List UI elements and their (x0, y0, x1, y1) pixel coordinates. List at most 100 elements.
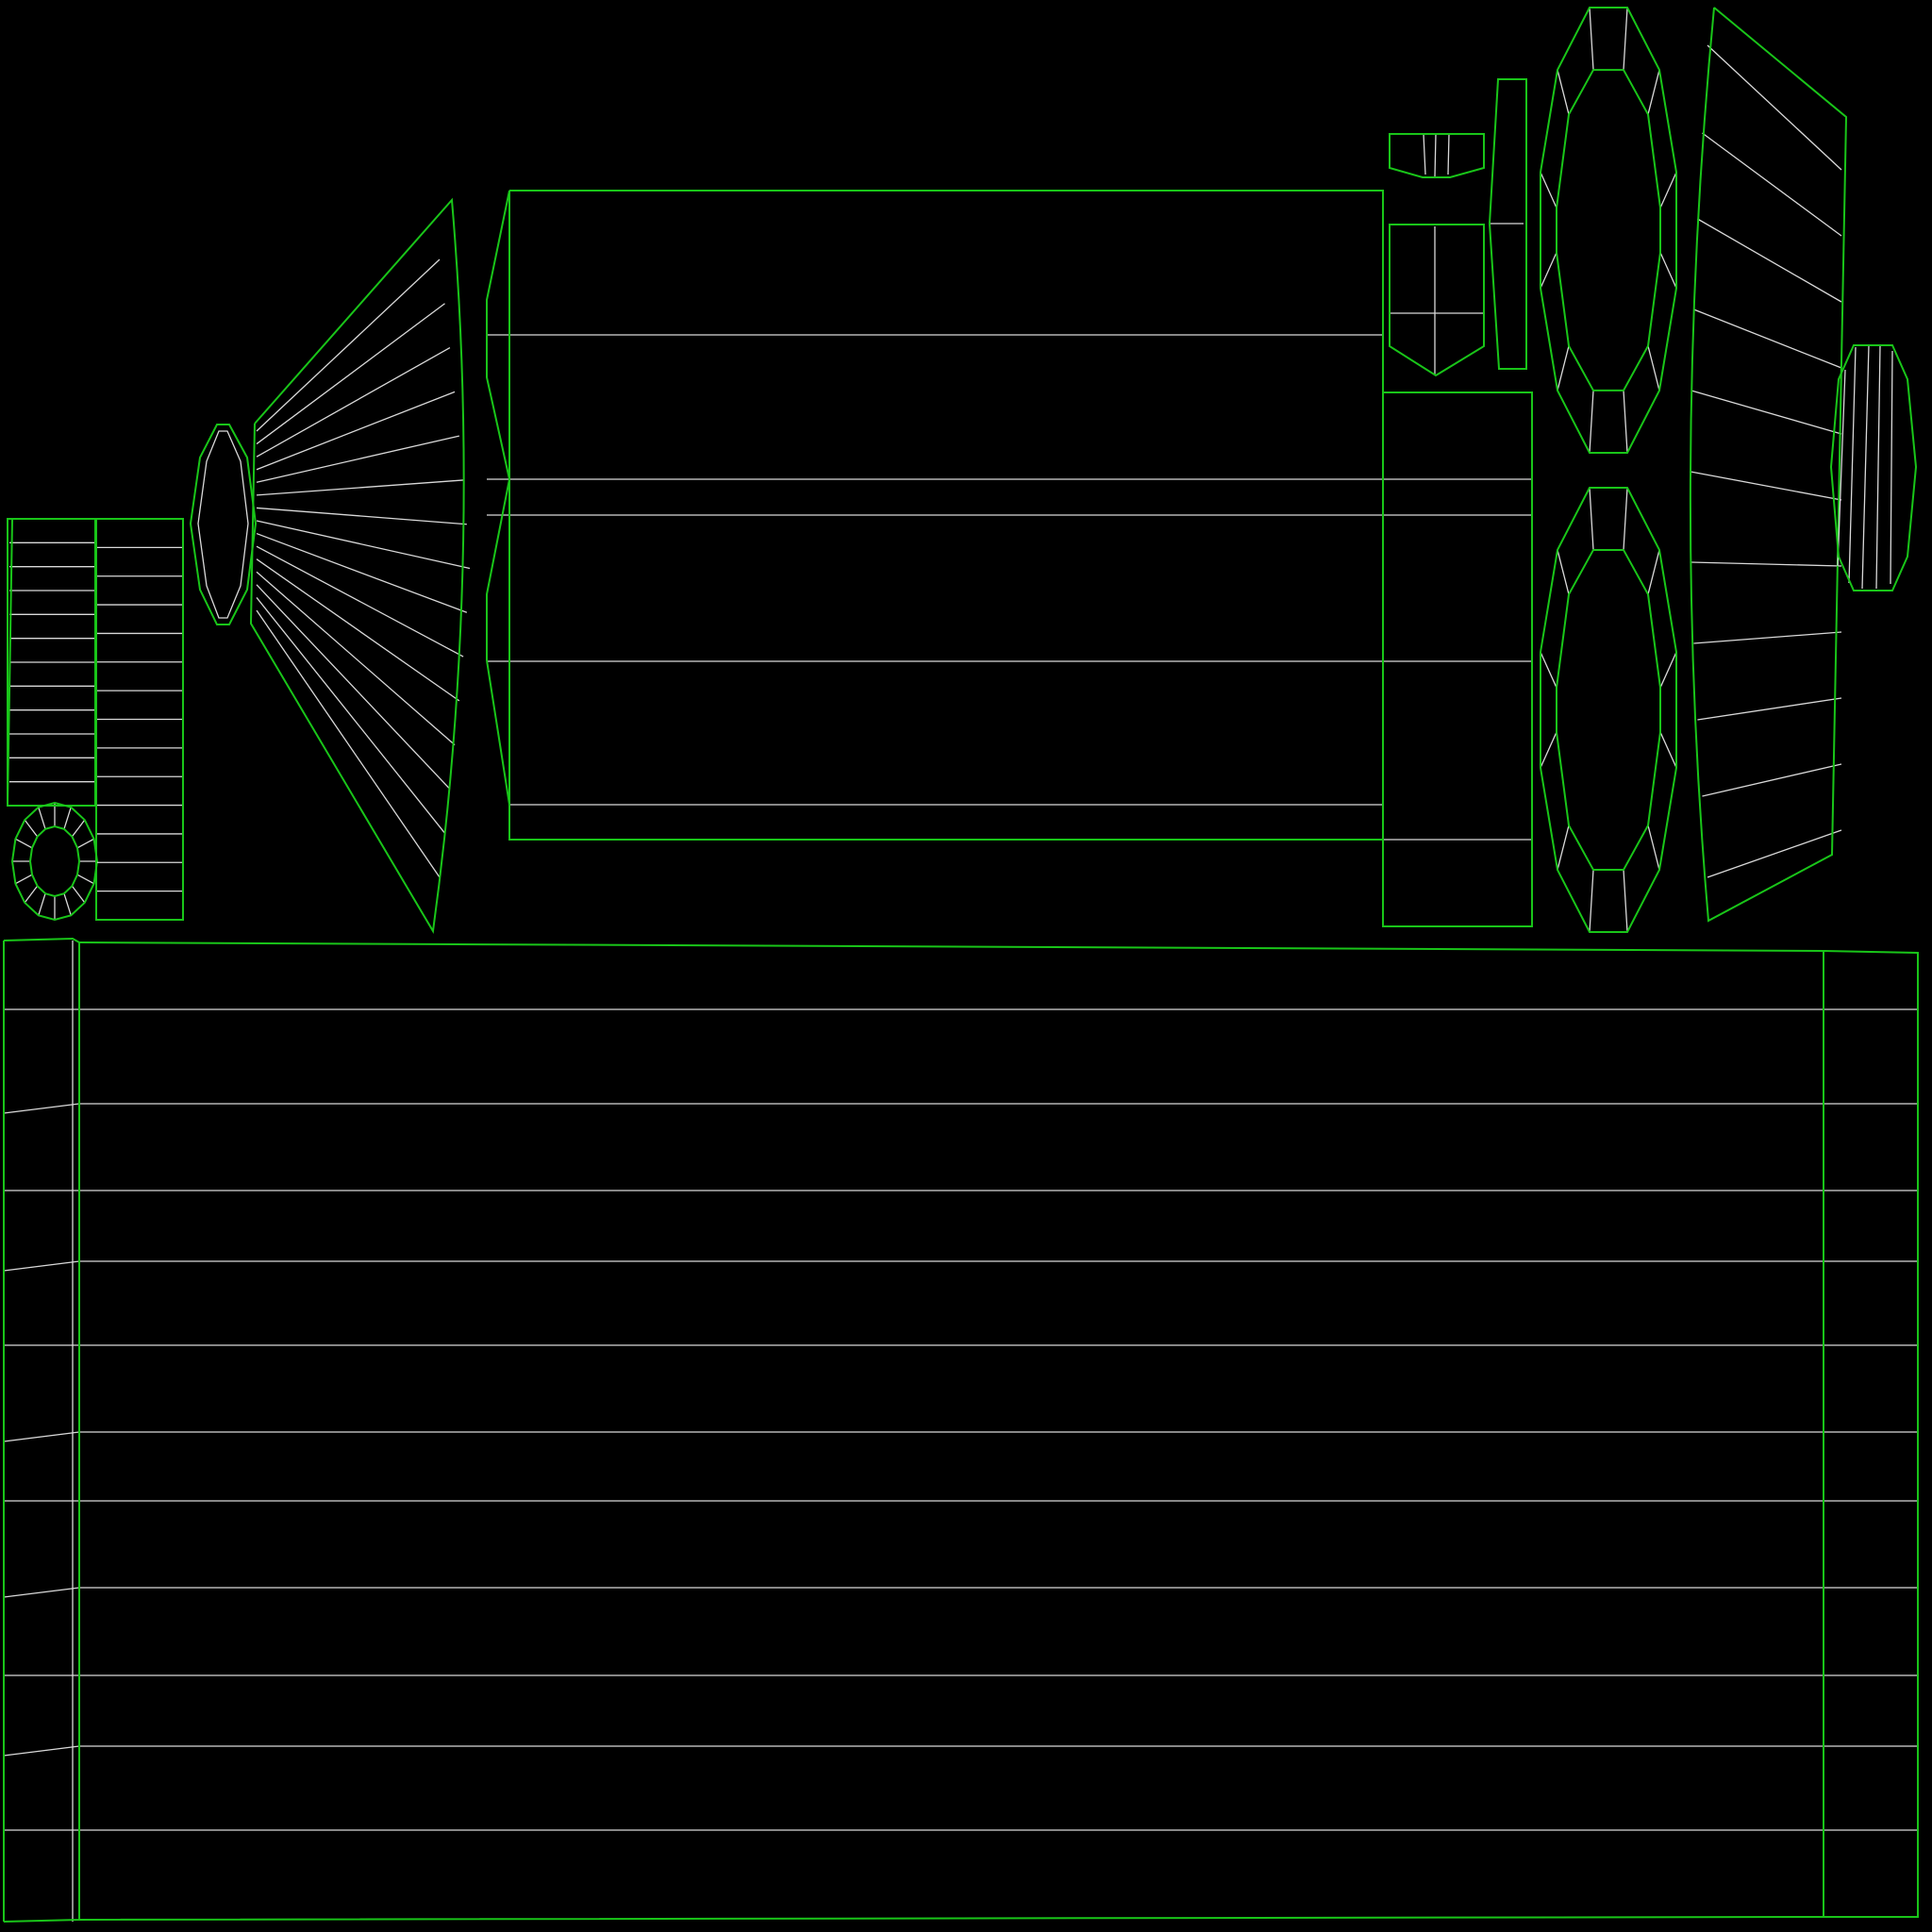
body-row-line (3, 1103, 1918, 1114)
cone-ray-line (256, 303, 445, 445)
fan-panel-right (1689, 7, 1848, 923)
octagon-cap-spoke (1540, 731, 1557, 768)
octagon-cap-bottom (1540, 487, 1677, 933)
ring-spoke-line (38, 892, 46, 916)
cone-ray-lines (256, 258, 471, 878)
cone-ray-line (256, 597, 446, 834)
strip-narrow-rows (9, 541, 95, 783)
octagon-cap-inner (1556, 69, 1661, 391)
body-right-seam (1823, 950, 1919, 1918)
fan-panel-ray-line (1690, 561, 1842, 567)
pentagon-seam (1389, 224, 1485, 377)
fan-panel-ray-line (1707, 44, 1842, 171)
cone-ray-line (256, 584, 451, 790)
octagon-cap-spoke (1623, 487, 1628, 550)
octagon-cap-spoke (1589, 390, 1594, 454)
octagon-cap-spoke (1557, 69, 1570, 115)
ring-outer (10, 801, 99, 922)
octagon-cap-inner (1556, 548, 1661, 872)
ring-spoke-line (71, 819, 86, 838)
body-main-seam (78, 941, 1824, 1921)
short-strip-wide (95, 518, 184, 921)
octagon-cap-spoke (1557, 824, 1570, 871)
ring-cap (10, 801, 99, 922)
sliver-seam (1488, 78, 1527, 370)
octagon-cap-spoke (1557, 549, 1570, 595)
ring-spoke-lines (12, 803, 97, 920)
octagon-cap-outer (1540, 487, 1677, 933)
fan-panel-ray-line (1697, 218, 1842, 303)
fan-panel-ray-lines (1690, 44, 1842, 878)
main-panel-seam (486, 190, 1384, 841)
octagon-cap-spoke (1589, 487, 1594, 550)
ring-spoke-line (63, 892, 72, 916)
tall-sliver (1488, 78, 1527, 370)
octagon-cap-outer (1540, 7, 1677, 454)
ring-inner (28, 824, 81, 898)
octagon-cap-spoke (1557, 345, 1570, 391)
strip-wide-rows (96, 546, 183, 892)
ring-spoke-line (71, 885, 86, 904)
octagon-cap-spoke (1623, 7, 1628, 71)
ring-spoke-line (24, 819, 39, 838)
fan-panel-ray-line (1707, 829, 1842, 878)
cone-fan (249, 197, 471, 934)
main-panel-inner-edges (487, 191, 1532, 841)
ring-spoke-line (76, 838, 94, 849)
body-row-lines (3, 1008, 1918, 1831)
cone-ray-line (256, 571, 456, 746)
fan-panel-ray-line (1693, 308, 1842, 369)
cone-seam (249, 197, 465, 934)
fan-panel-ray-line (1702, 763, 1842, 797)
cone-ray-line (256, 609, 441, 878)
fan-panel-seam (1689, 7, 1848, 923)
cone-ray-line (256, 520, 471, 570)
ring-spoke-line (24, 885, 39, 904)
end-cap-outer (189, 424, 258, 625)
cone-ray-line (256, 507, 467, 525)
end-cap-inner (197, 430, 249, 619)
main-panel-side-block (1382, 391, 1533, 927)
octagon-cap-spoke (1647, 345, 1660, 391)
cone-ray-line (256, 532, 468, 613)
trapezoid-seam (1389, 133, 1485, 178)
cone-ray-line (256, 558, 460, 702)
octagon-cap-spoke (1659, 652, 1677, 689)
octagon-cap-top (1540, 7, 1677, 454)
octagon-cap-spoke (1540, 652, 1557, 689)
fan-panel-ray-line (1702, 132, 1842, 237)
cone-ray-line (256, 258, 441, 432)
octagon-cap-spoke (1647, 824, 1660, 871)
body-row-line (3, 1745, 1918, 1757)
octagon-cap-spoke (1589, 7, 1594, 71)
body-left-seam (3, 937, 80, 1923)
strip-wide-seam (95, 518, 184, 921)
fan-panel-ray-line (1693, 631, 1842, 644)
ellipse-cap-right (1829, 344, 1918, 591)
trapezoid-edges (1423, 133, 1450, 177)
octagon-cap-spoke (1659, 252, 1677, 289)
octagon-cap-spoke (1647, 549, 1660, 595)
pentagon-edges (1390, 226, 1484, 375)
fan-panel-ray-line (1690, 471, 1842, 501)
octagon-cap-spoke (1647, 69, 1660, 115)
cone-ray-line (256, 545, 464, 658)
end-cap-small (189, 424, 258, 625)
octagon-cap-spoke (1540, 252, 1557, 289)
cone-ray-line (256, 391, 456, 471)
ring-spoke-line (38, 807, 46, 830)
short-strip-narrow (7, 518, 96, 807)
cone-ray-line (256, 347, 451, 458)
ring-spoke-line (15, 874, 33, 885)
body-row-line (3, 1431, 1918, 1442)
ellipse-cap-seam (1829, 344, 1918, 591)
octagon-cap-spoke (1659, 172, 1677, 208)
octagon-cap-spoke (1623, 390, 1628, 454)
octagon-cap-spoke (1589, 870, 1594, 933)
octagon-cap-spoke (1623, 870, 1628, 933)
pentagon-piece (1389, 224, 1485, 377)
body-row-line (3, 1587, 1918, 1598)
cone-ray-line (256, 479, 464, 496)
main-panel (486, 190, 1533, 927)
